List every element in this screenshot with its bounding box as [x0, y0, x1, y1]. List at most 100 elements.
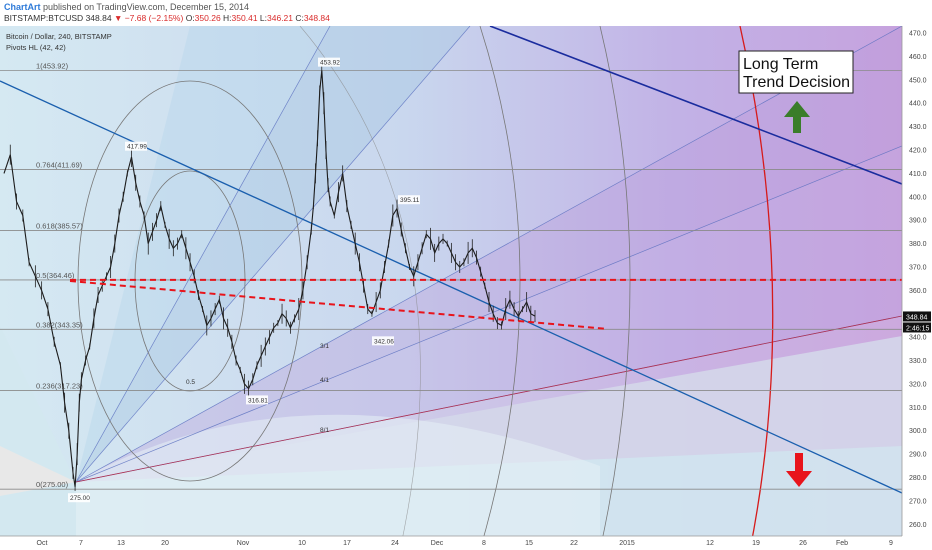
time-tick-label: Feb: [836, 540, 848, 547]
price-change: ▼ −7.68 (−2.15%): [113, 13, 184, 23]
chart-title: Bitcoin / Dollar, 240, BITSTAMP: [6, 32, 112, 41]
gann-label-half: 0.5: [186, 379, 195, 386]
pivot-label: 453.92: [320, 60, 340, 67]
open-label: O:: [185, 13, 195, 23]
time-tick-label: 20: [161, 540, 169, 547]
down-arrow-icon: [786, 453, 812, 487]
pivot-label-bg: [125, 141, 147, 151]
price-tick-label: 390.0: [909, 218, 927, 225]
gann-label-4-1: 4/1: [320, 377, 329, 384]
pivot-label-bg: [318, 57, 340, 67]
symbol-label: BITSTAMP:BTCUSD: [4, 13, 84, 23]
low-label: L:: [259, 13, 268, 23]
publish-info: published on TradingView.com, December 1…: [43, 2, 249, 12]
fib-level-label: 0.618(385.57): [36, 222, 83, 231]
annotation-line-1: Long Term: [743, 56, 818, 73]
gann-arc-2: [599, 26, 631, 550]
price-axis[interactable]: [902, 26, 932, 550]
fib-level-label: 1(453.92): [36, 62, 69, 71]
fib-level-label: 0(275.00): [36, 480, 69, 489]
last-price: 348.84: [85, 13, 112, 23]
time-tick-label: 22: [570, 540, 578, 547]
price-series: [3, 66, 536, 491]
fib-level-label: 0.5(364.46): [36, 271, 75, 280]
time-tick-label: 24: [391, 540, 399, 547]
time-tick-label: 19: [752, 540, 760, 547]
time-tick-label: Nov: [237, 540, 250, 547]
price-tick-label: 450.0: [909, 77, 927, 84]
upper-trendline[interactable]: [489, 26, 902, 185]
pivot-label: 342.06: [374, 338, 394, 345]
close-value: 348.84: [303, 13, 330, 23]
time-tick-label: Dec: [431, 540, 444, 547]
price-tick-label: 320.0: [909, 381, 927, 388]
price-line: [3, 70, 536, 487]
open-value: 350.26: [194, 13, 221, 23]
time-axis[interactable]: [0, 536, 932, 550]
gann-ellipse-inner: [134, 170, 246, 392]
price-tick-label: 470.0: [909, 31, 927, 38]
time-tick-label: 9: [889, 540, 893, 547]
svg-text:2:46:15: 2:46:15: [906, 325, 929, 332]
up-arrow-icon: [784, 101, 810, 133]
price-tick-label: 330.0: [909, 358, 927, 365]
pivot-labels: 417.99 453.92 395.11 342.06 316.81 275.00: [68, 57, 420, 503]
price-tick-label: 260.0: [909, 522, 927, 529]
publish-line: ChartArt published on TradingView.com, D…: [4, 2, 249, 12]
brand-link[interactable]: ChartArt: [4, 2, 41, 12]
close-label: C:: [295, 13, 304, 23]
price-tick-label: 460.0: [909, 54, 927, 61]
price-chart[interactable]: 1(453.92) 0.764(411.69) 0.618(385.57) 0.5(3…: [0, 26, 932, 550]
pivot-label-bg: [398, 195, 420, 205]
price-tick-label: 380.0: [909, 241, 927, 248]
pivot-label-bg: [246, 395, 268, 405]
high-label: H:: [223, 13, 232, 23]
price-tick-label: 430.0: [909, 124, 927, 131]
gann-labels: 3/1 4/1 8/1 0.5: [186, 343, 329, 434]
pivot-label: 417.99: [127, 144, 147, 151]
fib-level-label: 0.382(343.35): [36, 320, 83, 329]
fan-line-red: [75, 315, 902, 483]
time-tick-label: 2015: [619, 540, 635, 547]
gann-label-8-1: 8/1: [320, 427, 329, 434]
gann-label-3-1: 3/1: [320, 343, 329, 350]
time-axis-ticks: Oct 7 13 20 Nov 10 17 24 Dec 8 15 22 2015 12 19 26 Feb 9: [37, 540, 893, 547]
time-tick-label: 13: [117, 540, 125, 547]
time-tick-label: 15: [525, 540, 533, 547]
arc-band: [76, 414, 600, 550]
quote-line: BITSTAMP:BTCUSD 348.84 ▼ −7.68 (−2.15%) …: [4, 13, 330, 23]
price-tick-label: 340.0: [909, 335, 927, 342]
pivot-label: 275.00: [70, 495, 90, 502]
price-tick-label: 270.0: [909, 498, 927, 505]
price-tick-label: 400.0: [909, 194, 927, 201]
price-tick-label: 310.0: [909, 405, 927, 412]
annotation-box[interactable]: Long Term Trend Decision: [738, 50, 854, 94]
price-tick-label: 370.0: [909, 264, 927, 271]
svg-text:348.84: 348.84: [906, 314, 928, 321]
price-tick-label: 300.0: [909, 428, 927, 435]
price-tick-label: 290.0: [909, 452, 927, 459]
annotation-line-2: Trend Decision: [743, 74, 850, 91]
plot-area: 1(453.92) 0.764(411.69) 0.618(385.57) 0.5(3…: [0, 26, 902, 550]
time-tick-label: 12: [706, 540, 714, 547]
gann-ellipse-outer: [77, 80, 303, 482]
fib-level-label: 0.236(317.23): [36, 381, 83, 390]
gann-arc-1: [479, 26, 521, 550]
publish-header: ChartArt published on TradingView.com, D…: [0, 0, 932, 26]
price-tick-label: 280.0: [909, 475, 927, 482]
gray-fan-area: [0, 446, 76, 496]
time-tick-label: 7: [79, 540, 83, 547]
price-tick-label: 410.0: [909, 171, 927, 178]
descending-trendline[interactable]: [0, 80, 902, 494]
time-tick-label: Oct: [37, 540, 48, 547]
low-value: 346.21: [267, 13, 294, 23]
price-tick-label: 420.0: [909, 147, 927, 154]
last-price-tag: 348.84 2:46:15: [903, 311, 931, 333]
time-tick-label: 10: [298, 540, 306, 547]
time-tick-label: 17: [343, 540, 351, 547]
time-tick-label: 8: [482, 540, 486, 547]
pivot-label-bg: [372, 336, 394, 346]
pivot-label-bg: [68, 493, 90, 503]
time-tick-label: 26: [799, 540, 807, 547]
pivot-label: 316.81: [248, 397, 268, 404]
